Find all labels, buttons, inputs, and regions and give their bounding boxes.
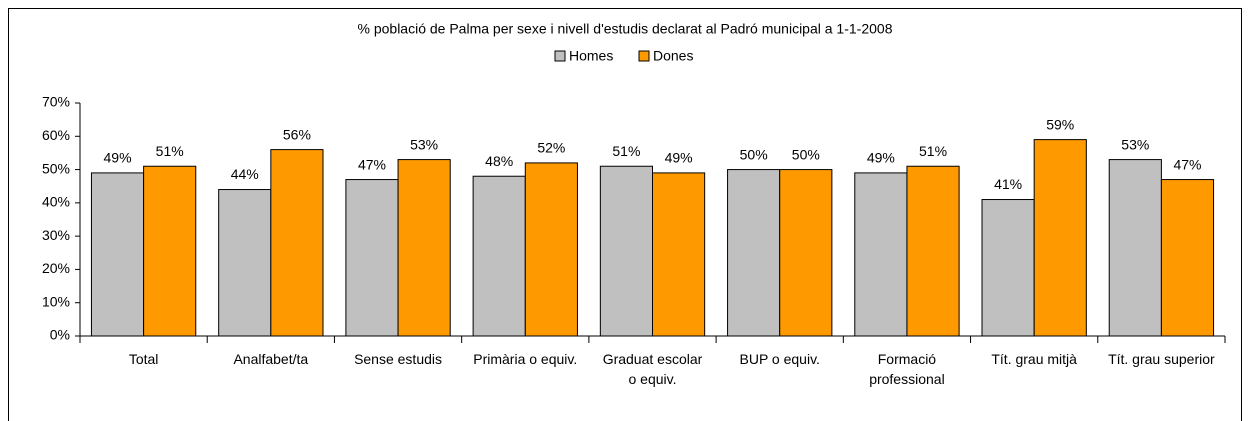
bar [472, 175, 526, 337]
value-label: 50% [740, 146, 768, 162]
legend-swatch [638, 50, 650, 62]
y-tick-label: 20% [42, 260, 70, 276]
bar [906, 165, 960, 337]
value-label: 41% [994, 176, 1022, 192]
x-tick-label: Graduat escolar o equiv. [602, 351, 703, 387]
bar [1033, 139, 1087, 337]
x-tick-label: Sense estudis [354, 351, 443, 367]
legend-label: Homes [569, 48, 613, 64]
bar [1160, 179, 1215, 337]
bar [524, 162, 578, 337]
value-label: 47% [1173, 156, 1201, 172]
x-tick-label: Primària o equiv. [473, 351, 578, 367]
bar [143, 165, 197, 337]
bar [779, 169, 833, 337]
y-tick-label: 30% [42, 227, 70, 243]
x-tick-label: Tít. grau mitjà [991, 351, 1077, 367]
y-tick-label: 10% [42, 293, 70, 309]
value-label: 51% [612, 143, 640, 159]
bar [652, 172, 706, 337]
bar [90, 172, 145, 337]
legend-swatch [554, 50, 566, 62]
bar [599, 165, 653, 337]
y-tick-label: 60% [42, 127, 70, 143]
value-label: 56% [283, 126, 311, 142]
value-label: 49% [104, 150, 132, 166]
y-tick-label: 0% [50, 327, 70, 343]
value-label: 49% [867, 150, 895, 166]
y-tick-label: 40% [42, 194, 70, 210]
chart-title: % població de Palma per sexe i nivell d'… [358, 21, 893, 37]
value-label: 59% [1046, 116, 1074, 132]
x-tick-label: Tít. grau superior [1108, 351, 1215, 367]
y-tick-label: 50% [42, 160, 70, 176]
value-label: 47% [358, 156, 386, 172]
value-label: 50% [792, 146, 820, 162]
value-label: 51% [919, 143, 947, 159]
value-label: 53% [1121, 136, 1149, 152]
value-label: 44% [231, 166, 259, 182]
bar [1108, 159, 1162, 337]
bar [218, 189, 272, 337]
value-label: 49% [665, 150, 693, 166]
legend-label: Dones [653, 48, 693, 64]
y-tick-label: 70% [42, 94, 70, 110]
value-label: 53% [410, 136, 438, 152]
bar [270, 149, 324, 337]
x-tick-label: BUP o equiv. [739, 351, 820, 367]
chart-border [8, 8, 1242, 421]
bar [981, 199, 1035, 337]
bar [854, 172, 908, 337]
x-tick-label: Total [128, 351, 159, 367]
x-tick-label: Formació professional [869, 351, 945, 387]
bar [345, 179, 399, 337]
x-tick-label: Analfabet/ta [233, 351, 309, 367]
value-label: 51% [156, 143, 184, 159]
value-label: 52% [537, 140, 565, 156]
bar [727, 169, 781, 337]
value-label: 48% [485, 153, 513, 169]
bar [397, 159, 451, 337]
